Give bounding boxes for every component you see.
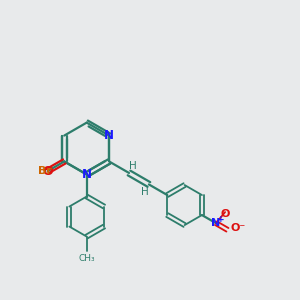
Text: H: H xyxy=(129,161,137,171)
Text: +: + xyxy=(218,215,225,224)
Text: N: N xyxy=(82,168,92,181)
Text: H: H xyxy=(141,187,149,196)
Text: O⁻: O⁻ xyxy=(231,223,246,233)
Text: O: O xyxy=(42,165,53,178)
Text: CH₃: CH₃ xyxy=(79,254,96,262)
Text: Br: Br xyxy=(38,166,52,176)
Text: O: O xyxy=(220,208,230,219)
Text: N: N xyxy=(212,218,220,228)
Text: N: N xyxy=(104,129,114,142)
